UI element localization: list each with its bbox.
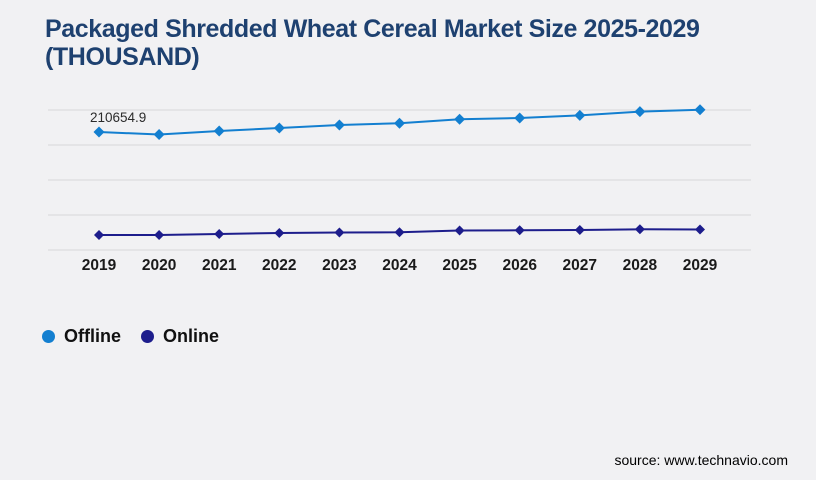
offline-point-2019 xyxy=(93,126,105,138)
chart-title-line2: (THOUSAND) xyxy=(45,43,200,71)
chart-title-line1: Packaged Shredded Wheat Cereal Market Si… xyxy=(45,15,700,43)
online-point-2021 xyxy=(214,228,225,239)
line-chart: 2019 2020 2021 2022 2023 2024 2025 2026 2027 2028… xyxy=(48,104,751,274)
x-axis-label-2019: 2019 xyxy=(82,257,117,274)
offline-point-2029 xyxy=(694,104,706,116)
x-axis-label-2023: 2023 xyxy=(322,257,357,274)
offline-point-2021 xyxy=(213,125,225,137)
online-point-2020 xyxy=(154,229,165,240)
legend-label-online: Online xyxy=(163,326,220,346)
offline-point-2026 xyxy=(514,112,526,124)
online-point-2022 xyxy=(274,227,285,238)
x-axis-label-2020: 2020 xyxy=(142,257,176,274)
x-axis-label-2021: 2021 xyxy=(202,257,237,274)
offline-point-2020 xyxy=(153,128,165,140)
offline-point-2028 xyxy=(634,106,646,118)
x-axis-label-2028: 2028 xyxy=(623,257,658,274)
x-axis-label-2024: 2024 xyxy=(382,257,417,274)
legend-label-offline: Offline xyxy=(64,326,121,346)
online-point-2024 xyxy=(394,227,405,238)
offline-point-2025 xyxy=(454,113,466,125)
online-point-2023 xyxy=(334,227,345,238)
offline-point-2022 xyxy=(273,122,285,134)
offline-point-2024 xyxy=(394,117,405,129)
x-axis-label-2026: 2026 xyxy=(502,257,537,274)
online-point-2028 xyxy=(634,224,645,235)
x-axis-label-2025: 2025 xyxy=(442,257,477,274)
x-axis-label-2022: 2022 xyxy=(262,257,296,274)
x-axis-label-2029: 2029 xyxy=(683,257,718,274)
source-attribution: source: www.technavio.com xyxy=(614,452,788,468)
online-series-dot-icon xyxy=(141,330,154,343)
chart-title: Packaged Shredded Wheat Cereal Market Si… xyxy=(45,15,700,71)
offline-series-dot-icon xyxy=(42,330,55,343)
online-point-2025 xyxy=(454,225,465,236)
data-label: 210654.9 xyxy=(90,110,146,125)
x-axis-label-2027: 2027 xyxy=(563,257,597,274)
offline-point-2027 xyxy=(574,109,586,121)
online-point-2026 xyxy=(514,225,525,236)
online-point-2029 xyxy=(695,224,705,235)
offline-point-2023 xyxy=(333,119,345,131)
online-point-2027 xyxy=(574,225,585,236)
legend-item-online: Online xyxy=(141,326,219,347)
legend-item-offline: Offline xyxy=(42,326,121,347)
online-point-2019 xyxy=(94,229,104,240)
legend: Offline Online xyxy=(42,326,219,347)
